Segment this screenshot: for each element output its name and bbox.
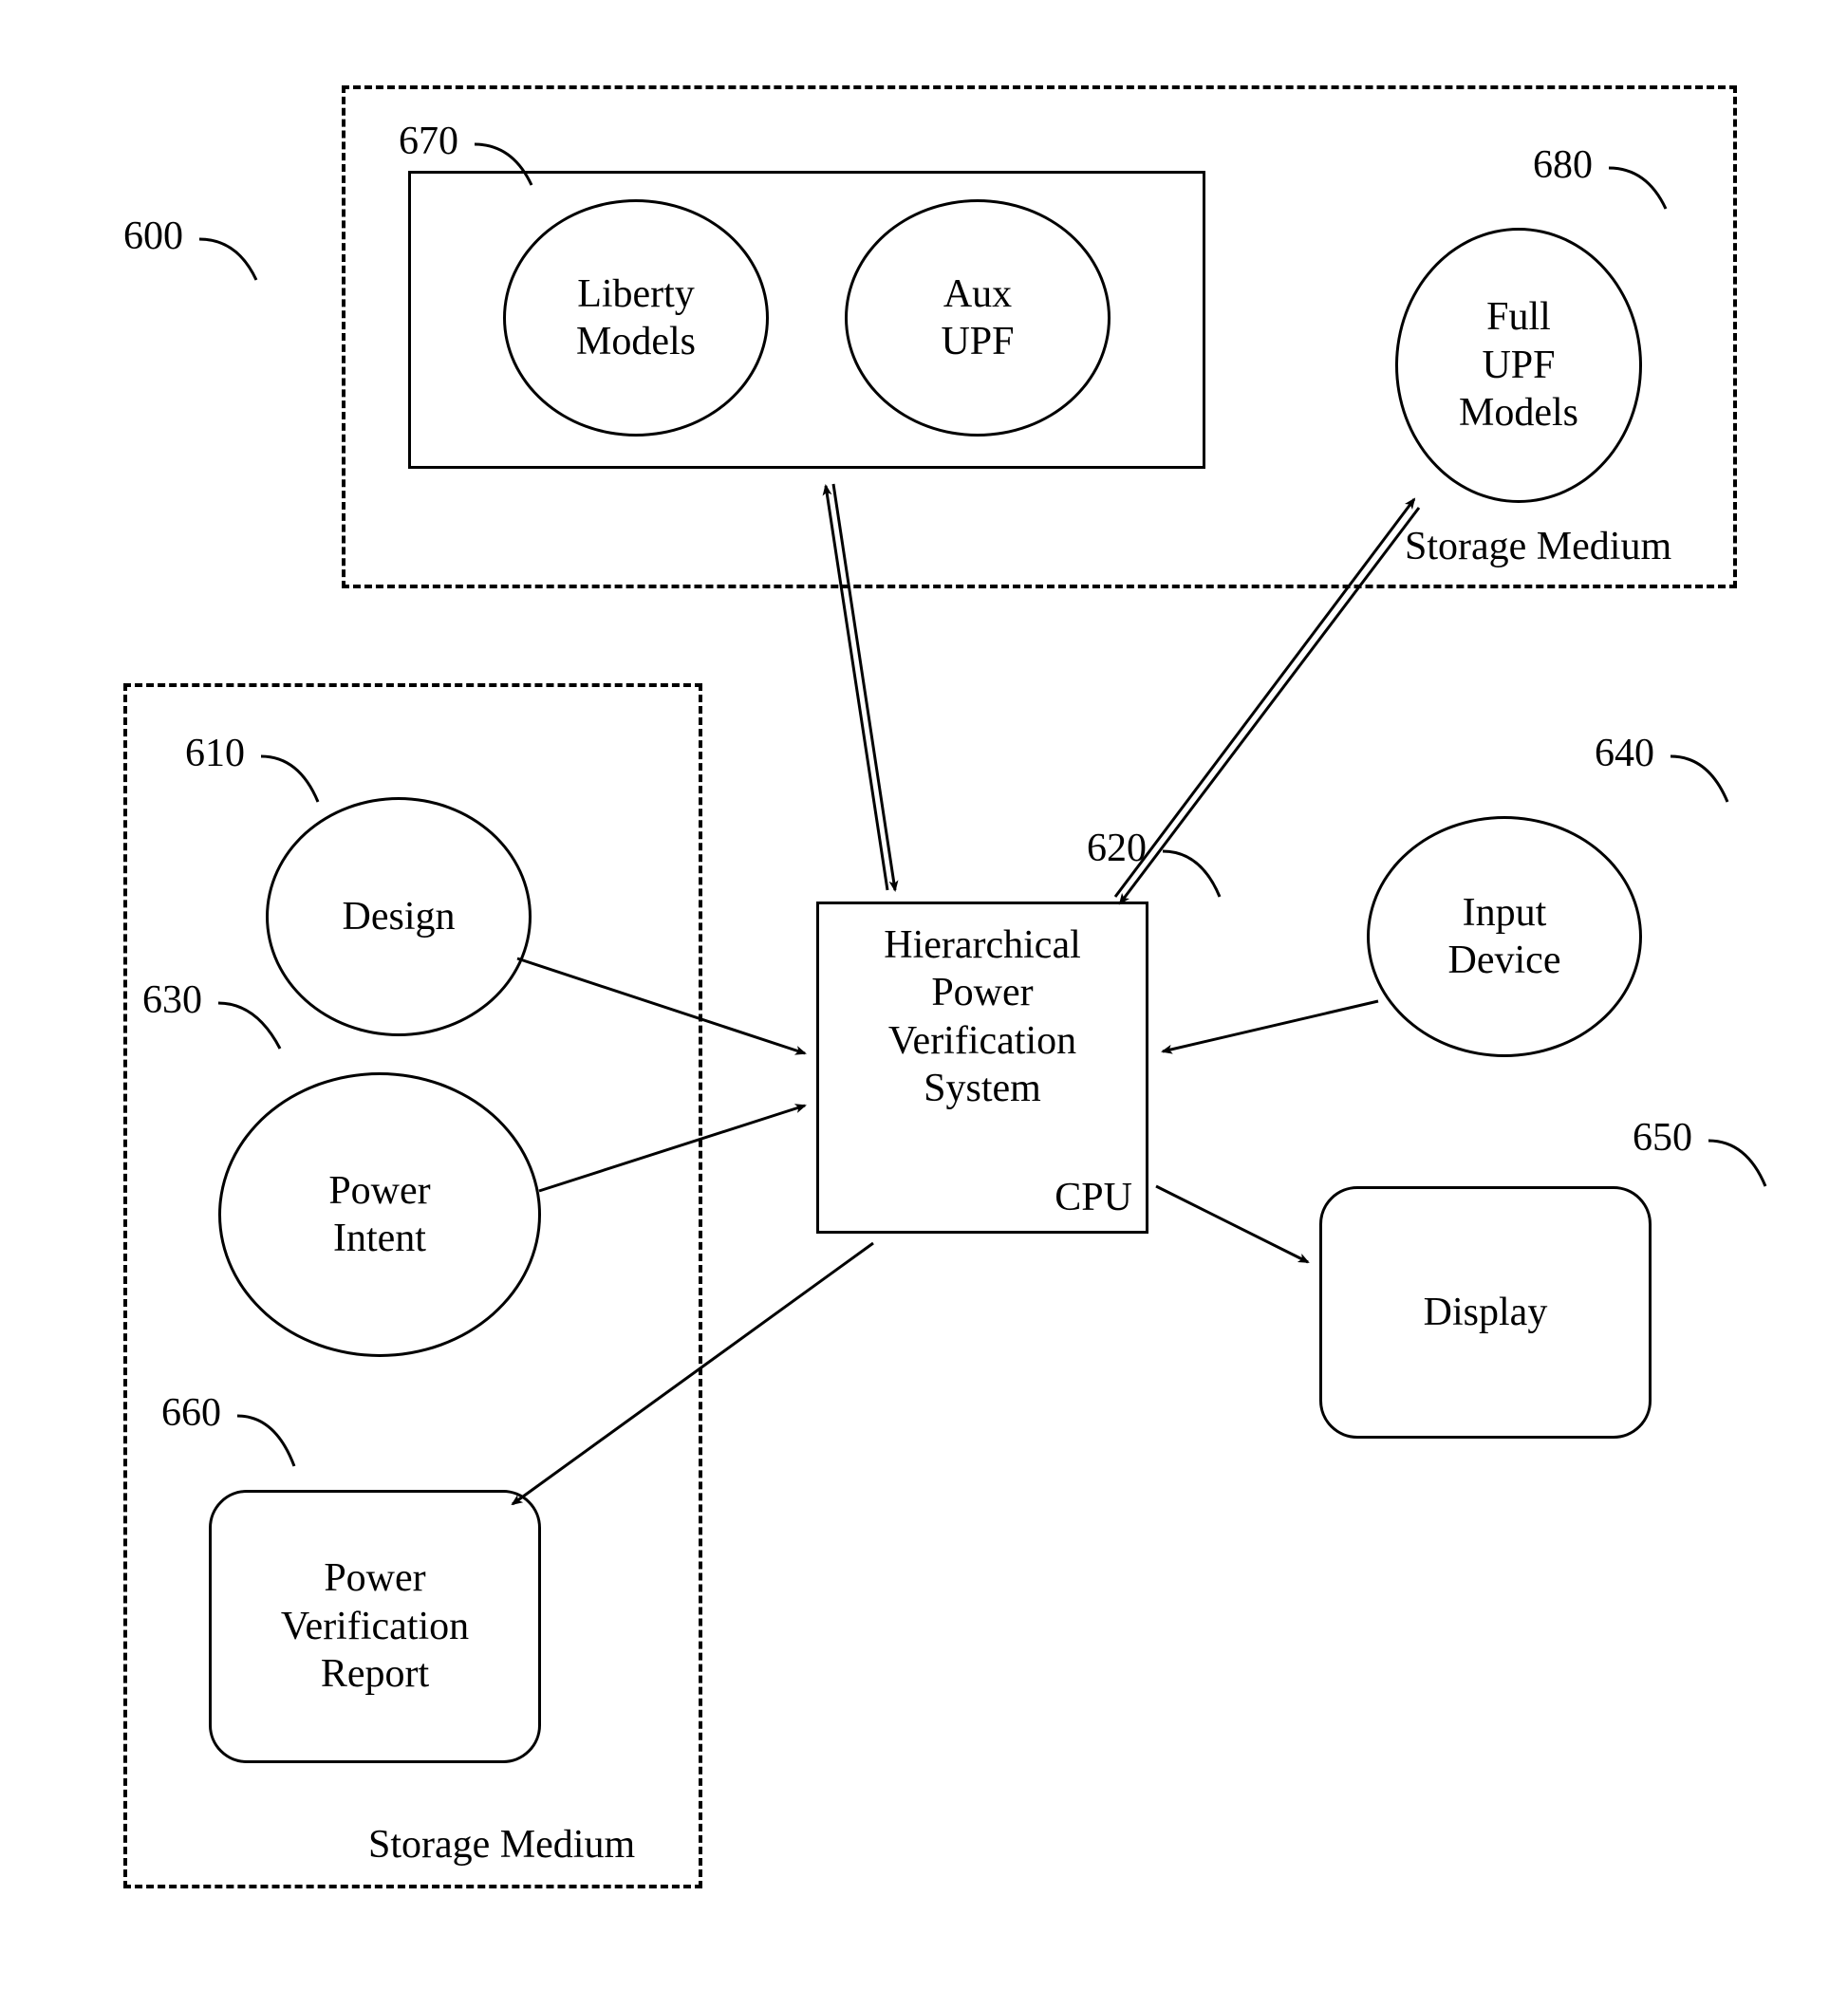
storage-top-label: Storage Medium [1405,524,1671,569]
power-report-label: PowerVerificationReport [281,1554,469,1698]
ref-620: 620 [1087,826,1147,871]
full-upf-label: FullUPFModels [1459,293,1578,437]
ref-680: 680 [1533,142,1593,188]
power-intent-label: PowerIntent [328,1167,430,1263]
display-node: Display [1319,1186,1652,1439]
ref-630: 630 [142,977,202,1023]
hpvs-label: HierarchicalPowerVerificationSystem [884,923,1081,1110]
power-report-node: PowerVerificationReport [209,1490,541,1763]
design-label: Design [343,893,456,940]
full-upf-node: FullUPFModels [1395,228,1642,503]
input-device-label: InputDevice [1448,889,1561,985]
display-label: Display [1424,1289,1548,1336]
aux-upf-label: AuxUPF [941,270,1014,366]
diagram-root: LibertyModels AuxUPF FullUPFModels Stora… [0,0,1848,2008]
hpvs-node: HierarchicalPowerVerificationSystem CPU [816,902,1148,1234]
ref-660: 660 [161,1390,221,1436]
ref-640: 640 [1595,731,1654,776]
design-node: Design [266,797,532,1036]
ref-610: 610 [185,731,245,776]
input-device-node: InputDevice [1367,816,1642,1057]
hpvs-cpu-label: CPU [1055,1174,1132,1221]
power-intent-node: PowerIntent [218,1072,541,1357]
ref-650: 650 [1633,1115,1692,1161]
liberty-models-label: LibertyModels [576,270,696,366]
ref-670: 670 [399,119,458,164]
aux-upf-node: AuxUPF [845,199,1111,437]
liberty-models-node: LibertyModels [503,199,769,437]
ref-600: 600 [123,214,183,259]
storage-bottom-label: Storage Medium [368,1822,635,1868]
